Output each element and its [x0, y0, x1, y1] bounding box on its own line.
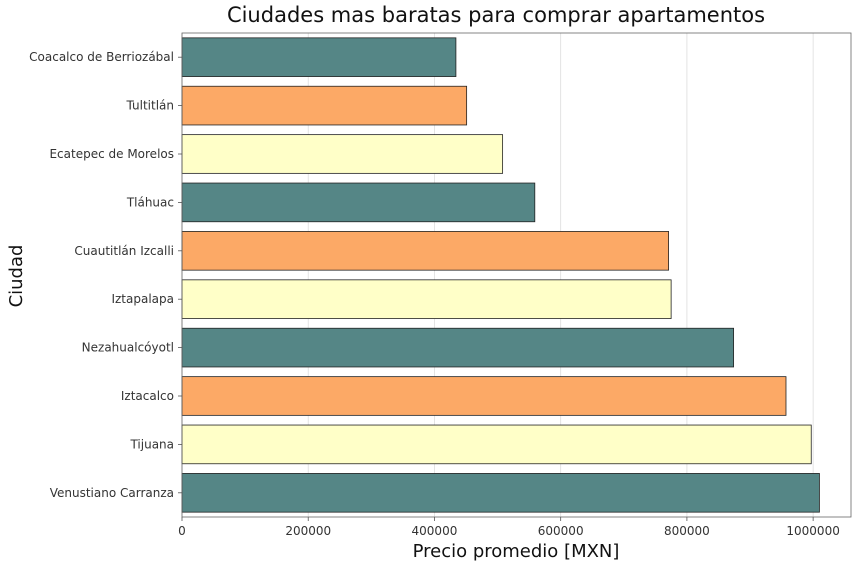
bars-group [181, 37, 820, 513]
y-axis-label: Ciudad [6, 245, 27, 308]
bar [181, 376, 787, 416]
bar [181, 424, 812, 465]
x-tick-label: 400000 [412, 524, 458, 538]
bar [181, 231, 670, 271]
y-tick-label: Tláhuac [126, 195, 174, 209]
y-tick-label: Coacalco de Berriozábal [29, 50, 174, 64]
bar [181, 134, 504, 174]
x-axis-ticks: 0 200000 400000 600000 800000 1000000 [178, 517, 840, 538]
y-tick-label: Tijuana [129, 437, 174, 451]
x-tick-label: 800000 [664, 524, 710, 538]
bar [181, 473, 820, 513]
y-tick-label: Cuautitlán Izcalli [74, 244, 174, 258]
y-tick-label: Iztacalco [121, 389, 174, 403]
plot-frame [181, 32, 852, 518]
x-tick-label: 1000000 [786, 524, 839, 538]
x-tick-label: 600000 [538, 524, 584, 538]
y-tick-label: Venustiano Carranza [50, 486, 174, 500]
x-axis-label: Precio promedio [MXN] [413, 541, 620, 562]
y-axis-ticks: Coacalco de Berriozábal Tultitlán Ecatepec… [29, 50, 182, 500]
bar [181, 37, 457, 77]
y-tick-label: Tultitlán [126, 99, 174, 113]
chart-title: Ciudades mas baratas para comprar aparta… [227, 3, 765, 27]
bar [181, 327, 735, 368]
y-tick-label: Iztapalapa [111, 292, 174, 306]
x-tick-label: 200000 [285, 524, 331, 538]
bar [181, 279, 672, 319]
y-tick-label: Ecatepec de Morelos [49, 147, 174, 161]
bar [181, 182, 536, 223]
y-tick-label: Nezahualcóyotl [82, 341, 174, 355]
x-tick-label: 0 [178, 524, 186, 538]
bar [181, 85, 468, 126]
